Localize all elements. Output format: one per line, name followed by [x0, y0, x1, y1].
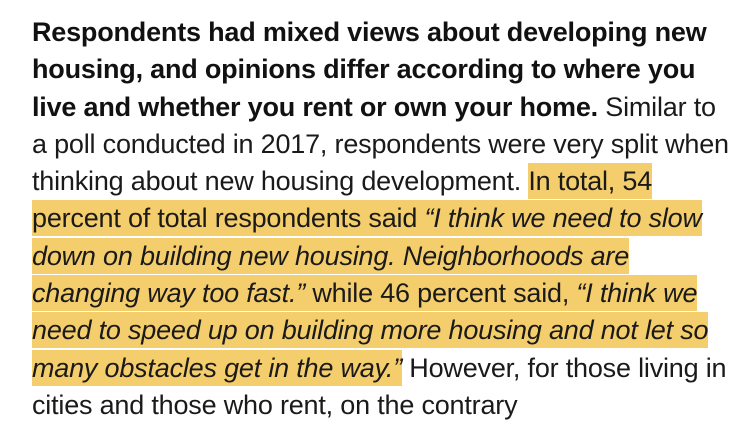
highlight-text-2: while 46 percent said, — [305, 278, 577, 309]
highlighted-passage: In total, 54 percent of total respondent… — [32, 163, 709, 386]
highlight-text-1: In total, 54 percent of total respondent… — [32, 166, 653, 234]
body-sentence-1: Similar to a poll conducted in 2017, res… — [32, 91, 729, 197]
quote-slow-down: “I think we need to slow down on buildin… — [32, 203, 702, 309]
article-paragraph: Respondents had mixed views about develo… — [32, 14, 732, 424]
lead-sentence: Respondents had mixed views about develo… — [32, 17, 707, 122]
body-sentence-2: However, for those living in cities and … — [32, 352, 727, 420]
quote-speed-up: “I think we need to speed up on building… — [32, 278, 709, 383]
